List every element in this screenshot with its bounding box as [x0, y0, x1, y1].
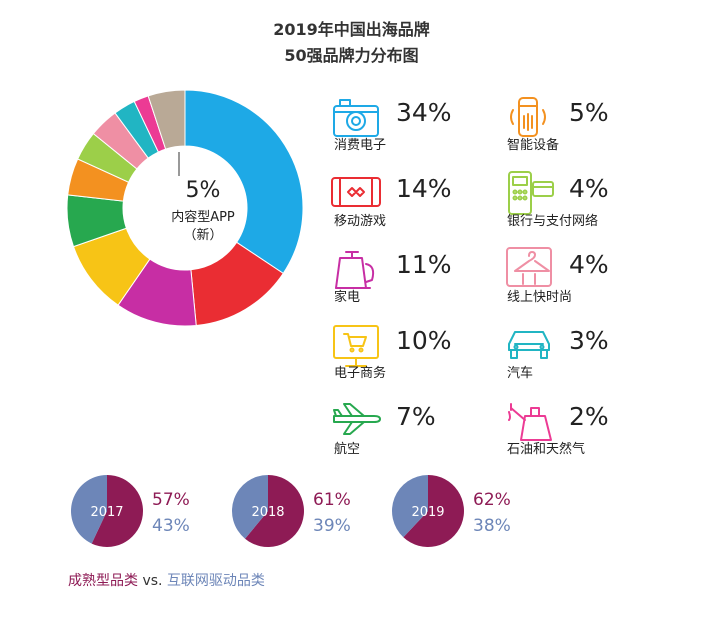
category-percent: 3% — [569, 326, 609, 355]
center-label: 内容型APP — [171, 210, 235, 225]
category-item: 4% 线上快时尚 — [503, 244, 703, 305]
mini-pie-slice — [232, 475, 268, 539]
donut-slice — [147, 89, 186, 150]
mature-percent: 57% — [152, 490, 190, 510]
game-phone-icon — [331, 177, 381, 207]
pos-terminal-icon — [508, 171, 554, 215]
category-item: 14% 移动游戏 — [330, 168, 530, 229]
shopping-cart-screen-icon — [333, 325, 379, 367]
category-percent: 5% — [569, 98, 609, 127]
category-item: 7% 航空 — [330, 396, 530, 457]
category-label: 电子商务 — [334, 366, 387, 381]
category-item: 11% 家电 — [330, 244, 530, 305]
legend: 成熟型品类 vs. 互联网驱动品类 — [68, 570, 265, 590]
category-label: 线上快时尚 — [507, 290, 573, 305]
mini-pie-2017: 2017 — [71, 475, 143, 547]
internet-percent: 38% — [473, 516, 511, 536]
internet-percent: 39% — [313, 516, 351, 536]
category-label: 航空 — [334, 442, 361, 457]
mature-percent: 62% — [473, 490, 511, 510]
category-percent: 14% — [396, 174, 452, 203]
center-percent: 5% — [185, 178, 221, 203]
category-item: 2% 石油和天然气 — [503, 396, 703, 457]
category-label: 消费电子 — [334, 138, 387, 153]
category-percent: 11% — [396, 250, 452, 279]
category-percent: 7% — [396, 402, 436, 431]
mini-pie-slice — [245, 475, 304, 547]
smart-speaker-icon — [510, 97, 546, 137]
category-label: 汽车 — [507, 366, 534, 381]
hanger-icon — [506, 247, 552, 287]
category-item: 5% 智能设备 — [503, 92, 703, 153]
chart-subtitle: 50强品牌力分布图 — [284, 46, 419, 65]
mini-pie-year: 2019 — [411, 505, 444, 520]
category-item: 4% 银行与支付网络 — [503, 168, 703, 229]
category-label: 家电 — [334, 290, 361, 305]
mini-pie-slice — [71, 475, 107, 544]
category-percent: 10% — [396, 326, 452, 355]
donut-chart — [66, 89, 304, 327]
legend-vs: vs. — [138, 573, 167, 589]
mini-pie-year: 2017 — [90, 505, 123, 520]
category-label: 石油和天然气 — [507, 442, 586, 457]
category-label: 银行与支付网络 — [507, 214, 599, 229]
category-label: 移动游戏 — [334, 214, 387, 229]
mini-pie-2019: 2019 — [392, 475, 464, 547]
category-percent: 4% — [569, 250, 609, 279]
center-sublabel: （新） — [183, 228, 223, 243]
category-item: 34% 消费电子 — [330, 92, 530, 153]
legend-internet: 互联网驱动品类 — [166, 573, 265, 589]
legend-mature: 成熟型品类 — [68, 573, 138, 589]
mini-pie-slice — [91, 475, 143, 547]
camera-icon — [333, 99, 379, 137]
center-pointer — [178, 152, 180, 176]
internet-percent: 43% — [152, 516, 190, 536]
oil-can-icon — [508, 403, 552, 441]
airplane-icon — [333, 403, 381, 435]
category-item: 3% 汽车 — [503, 320, 703, 381]
mini-pie-year: 2018 — [251, 505, 284, 520]
category-label: 智能设备 — [507, 138, 560, 153]
kettle-icon — [335, 251, 375, 289]
category-percent: 4% — [569, 174, 609, 203]
category-percent: 2% — [569, 402, 609, 431]
mature-percent: 61% — [313, 490, 351, 510]
category-percent: 34% — [396, 98, 452, 127]
chart-title: 2019年中国出海品牌 — [273, 20, 430, 39]
category-item: 10% 电子商务 — [330, 320, 530, 381]
mini-pie-slice — [392, 475, 428, 538]
mini-pie-slice — [403, 475, 464, 547]
donut-slice — [184, 89, 304, 275]
car-icon — [508, 331, 550, 359]
mini-pie-2018: 2018 — [232, 475, 304, 547]
